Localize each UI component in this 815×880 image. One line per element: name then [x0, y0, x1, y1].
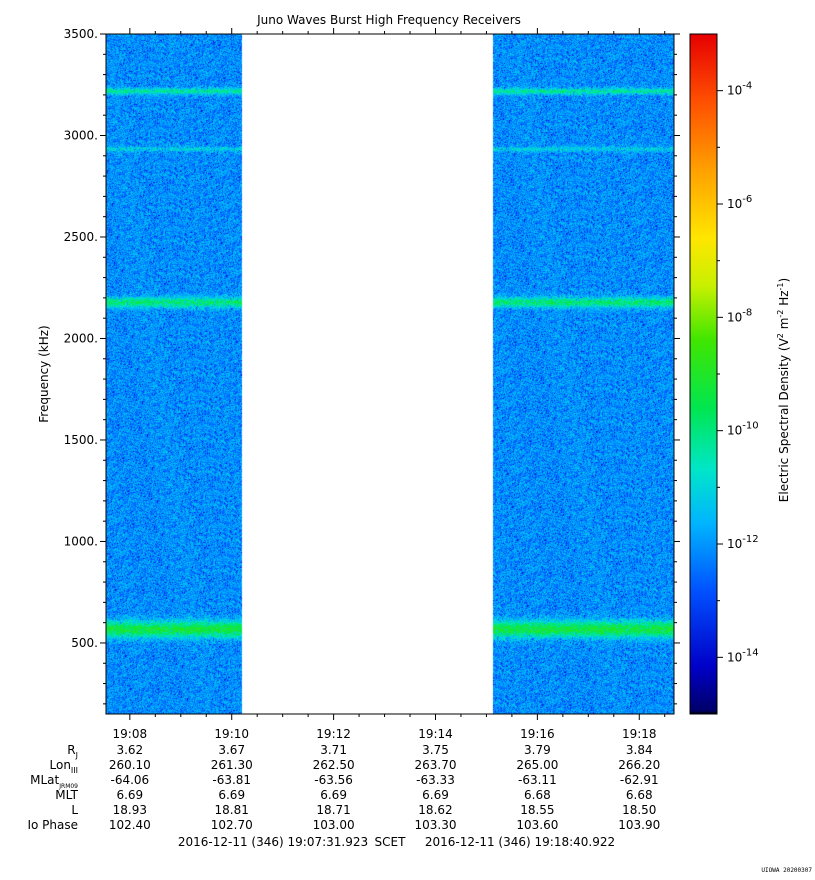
ephemeris-value: 265.00 [516, 758, 558, 772]
colorbar-gradient [689, 33, 718, 715]
colorbar-tick-label: 10-6 [727, 194, 752, 211]
ephemeris-value: -63.56 [314, 773, 353, 787]
ephemeris-value: 6.69 [422, 788, 449, 802]
x-tick-label: 19:08 [113, 727, 148, 741]
x-axis: 19:08 19:10 19:12 19:14 19:16 19:18 [113, 28, 666, 741]
ephemeris-row-label: Io Phase [27, 818, 78, 832]
ephemeris-value: 103.60 [516, 818, 558, 832]
colorbar-label-base: Electric Spectral Density (V [777, 337, 791, 502]
ephemeris-value: 6.69 [320, 788, 347, 802]
x-tick-label: 19:18 [622, 727, 657, 741]
ephemeris-value: 3.84 [626, 743, 653, 757]
ephemeris-value: 3.71 [320, 743, 347, 757]
footer-start-time: 2016-12-11 (346) 19:07:31.923 [178, 835, 368, 849]
ephemeris-value: 18.93 [113, 803, 147, 817]
ephemeris-value: 6.69 [218, 788, 245, 802]
colorbar-tick-label: 10-8 [727, 307, 752, 324]
ephemeris-value: 3.79 [524, 743, 551, 757]
y-tick-label: 1500. [64, 433, 98, 447]
ephemeris-table: RJ 3.62 3.67 3.71 3.75 3.79 3.84 LonIII 260.10 26… [27, 743, 660, 832]
ephemeris-row-label: LonIII [50, 758, 79, 775]
ephemeris-value: 102.40 [109, 818, 151, 832]
ephemeris-row-label: MLT [55, 788, 78, 802]
y-tick-label: 2500. [64, 230, 98, 244]
x-tick-label: 19:10 [214, 727, 249, 741]
ephemeris-value: 18.62 [418, 803, 452, 817]
y-tick-label: 500. [71, 636, 98, 650]
colorbar-label: Electric Spectral Density (V2 m-2 Hz-1) [776, 278, 791, 502]
ephemeris-value: 6.68 [626, 788, 653, 802]
y-tick-label: 3000. [64, 128, 98, 142]
ephemeris-value: -63.11 [518, 773, 557, 787]
y-tick-label: 3500. [64, 27, 98, 41]
colorbar-label-sup3: -1 [776, 283, 785, 291]
processing-stamp: UIOWA 20200307 [761, 867, 812, 874]
y-tick-label: 1000. [64, 534, 98, 548]
colorbar-tick-label: 10-4 [727, 81, 752, 98]
colorbar-label-end: ) [777, 278, 791, 283]
ephemeris-value: 3.62 [116, 743, 143, 757]
ephemeris-value: 3.67 [218, 743, 245, 757]
ephemeris-value: 260.10 [109, 758, 151, 772]
ephemeris-value: 6.68 [524, 788, 551, 802]
ephemeris-value: 103.00 [313, 818, 355, 832]
ephemeris-value: 261.30 [211, 758, 253, 772]
ephemeris-value: 18.50 [622, 803, 656, 817]
colorbar-label-mid: m [777, 318, 791, 334]
ephemeris-value: 102.70 [211, 818, 253, 832]
spectrogram-heatmap [106, 34, 674, 714]
ephemeris-value: -63.33 [416, 773, 455, 787]
y-axis-label: Frequency (kHz) [37, 325, 51, 422]
colorbar: 10-4 10-6 10-8 10-10 10-12 10-14 [689, 33, 759, 715]
ephemeris-value: 263.70 [414, 758, 456, 772]
footer-end-time: 2016-12-11 (346) 19:18:40.922 [425, 835, 615, 849]
plot-frame [105, 33, 675, 715]
ephemeris-value: -64.06 [110, 773, 149, 787]
ephemeris-value: 18.71 [316, 803, 350, 817]
colorbar-label-mid2: Hz [777, 290, 791, 309]
ephemeris-value: -63.81 [212, 773, 251, 787]
colorbar-label-sup2: -2 [776, 310, 785, 318]
x-tick-label: 19:16 [520, 727, 555, 741]
ephemeris-value: 3.75 [422, 743, 449, 757]
ephemeris-value: 18.81 [215, 803, 249, 817]
ephemeris-value: 103.90 [618, 818, 660, 832]
x-tick-label: 19:12 [316, 727, 351, 741]
ephemeris-row-label: L [71, 803, 78, 817]
ephemeris-row-label: MLatJRM09 [30, 773, 78, 790]
colorbar-tick-label: 10-14 [727, 647, 759, 664]
ephemeris-value: 262.50 [313, 758, 355, 772]
ephemeris-value: 18.55 [520, 803, 554, 817]
ephemeris-value: 266.20 [618, 758, 660, 772]
time-range-footer: 2016-12-11 (346) 19:07:31.923 SCET 2016-… [178, 835, 615, 849]
spectrogram-image [106, 34, 674, 714]
y-tick-label: 2000. [64, 331, 98, 345]
colorbar-tick-label: 10-10 [727, 421, 759, 438]
ephemeris-value: 6.69 [116, 788, 143, 802]
ephemeris-value: 103.30 [414, 818, 456, 832]
chart-title: Juno Waves Burst High Frequency Receiver… [256, 13, 521, 27]
colorbar-tick-label: 10-12 [727, 534, 759, 551]
colorbar-label-sup1: 2 [776, 333, 785, 338]
ephemeris-value: -62.91 [620, 773, 659, 787]
footer-scet-label: SCET [375, 835, 407, 849]
x-tick-label: 19:14 [418, 727, 453, 741]
ephemeris-row-label: RJ [67, 743, 78, 760]
y-axis: 500. 1000. 1500. 2000. 2500. 3000. 3500. [64, 27, 680, 705]
